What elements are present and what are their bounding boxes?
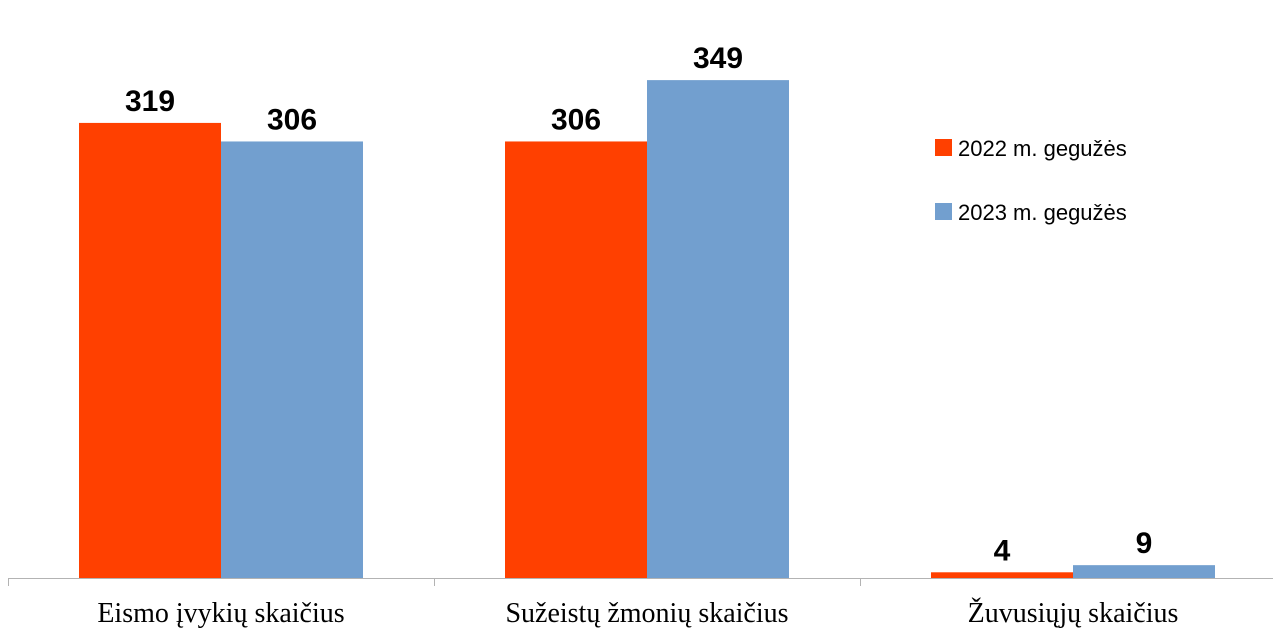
data-label-s1-c0: 306	[267, 103, 317, 136]
data-labels-layer: 319 306 306 349 4 9	[125, 42, 1152, 567]
legend-label-1: 2023 m. gegužės	[958, 200, 1127, 225]
bar-s1-c1	[647, 80, 789, 578]
legend-swatch-1	[935, 203, 952, 220]
data-label-s0-c1: 306	[551, 103, 601, 136]
bar-s0-c0	[79, 122, 221, 578]
data-label-s0-c0: 319	[125, 85, 175, 118]
legend-swatch-0	[935, 139, 952, 156]
legend-label-0: 2022 m. gegužės	[958, 136, 1127, 161]
bar-s1-c0	[221, 141, 363, 579]
data-label-s1-c1: 349	[693, 42, 743, 75]
data-label-s0-c2: 4	[994, 534, 1011, 567]
bar-s1-c2	[1073, 565, 1215, 578]
category-label-0: Eismo įvykių skaičius	[97, 598, 344, 629]
category-label-2: Žuvusiųjų skaičius	[968, 598, 1179, 629]
bar-s0-c2	[931, 572, 1073, 578]
legend: 2022 m. gegužės 2023 m. gegužės	[935, 136, 1127, 225]
category-label-1: Sužeistų žmonių skaičius	[505, 598, 788, 629]
x-axis	[8, 578, 1273, 586]
data-label-s1-c2: 9	[1136, 527, 1153, 560]
category-labels-layer: Eismo įvykių skaičius Sužeistų žmonių ska…	[97, 598, 1178, 629]
bars-layer	[79, 80, 1215, 579]
bar-s0-c1	[505, 141, 647, 579]
